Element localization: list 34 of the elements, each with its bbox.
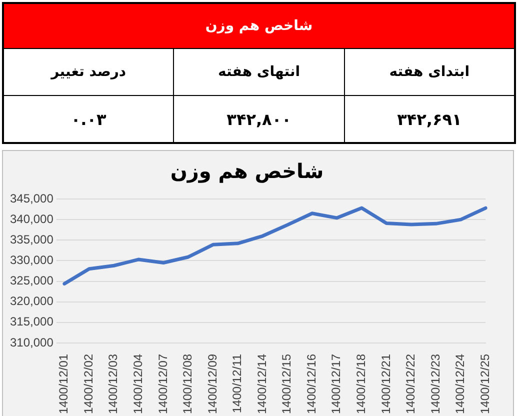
text: شاخص هم وزن [3,3,515,48]
x-tick-label: 1400/12/24 [453,354,468,414]
x-tick-label: 1400/12/02 [81,354,96,414]
chart-title: شاخص هم وزن [170,159,324,184]
text: ۰.۰۳ [70,110,106,128]
x-tick-label: 1400/12/04 [131,354,146,414]
category-label: انتهای هفته [174,48,344,96]
x-tick-label: 1400/12/18 [354,354,368,414]
x-tick-label: 1400/12/09 [205,354,220,414]
x-tick-label: 1400/12/25 [478,354,492,414]
x-tick-label: 1400/12/11 [230,354,244,414]
y-tick-label: 315,000 [10,314,54,329]
x-tick-label: 1400/12/23 [428,354,442,414]
x-tick-label: 1400/12/14 [254,354,269,414]
x-tick-label: 1400/12/17 [329,354,344,414]
x-tick-label: 1400/12/07 [156,354,170,414]
x-tick-label: 1400/12/16 [304,354,318,414]
y-tick-label: 335,000 [10,232,54,246]
category-label: ابتدای هفته [344,48,515,96]
y-tick-label: 345,000 [10,191,54,206]
x-tick-label: 1400/12/21 [378,354,393,414]
y-tick-label: 325,000 [10,274,54,288]
x-tick-label: 1400/12/15 [280,354,294,414]
text: ۳۴۲,۶۹۱ [397,110,462,128]
category-label: درصد تغییر [3,48,174,96]
x-tick-label: 1400/12/01 [56,354,71,414]
y-tick-label: 340,000 [10,212,54,226]
x-tick-label: 1400/12/03 [106,354,120,414]
y-tick-label: 330,000 [10,253,54,267]
text: ۳۴۲,۸۰۰ [226,110,292,128]
y-tick-label: 320,000 [10,294,54,308]
y-tick-label: 310,000 [10,335,54,350]
x-tick-label: 1400/12/22 [404,354,418,414]
x-tick-label: 1400/12/08 [180,354,195,414]
